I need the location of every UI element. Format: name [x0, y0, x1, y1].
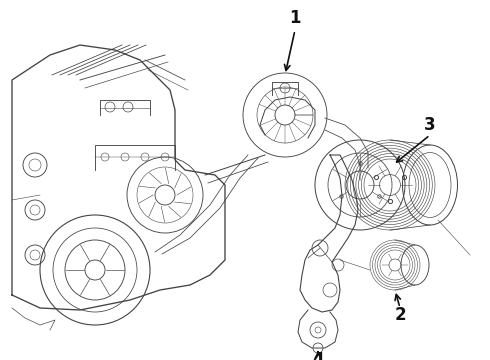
Text: 1: 1: [289, 9, 301, 27]
Text: 3: 3: [424, 116, 436, 134]
Text: 4: 4: [312, 351, 324, 360]
Text: 2: 2: [394, 306, 406, 324]
